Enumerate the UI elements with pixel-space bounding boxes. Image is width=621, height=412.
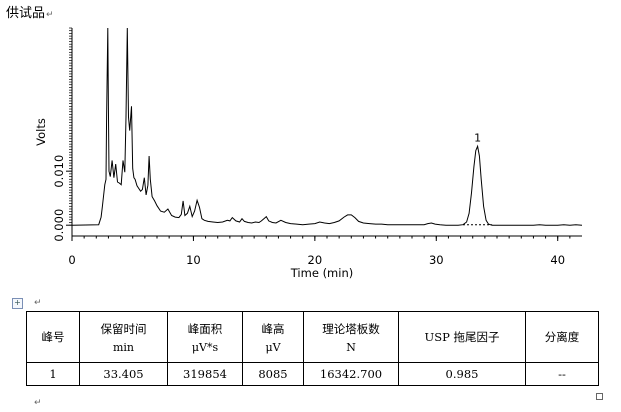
x-tick-labels: 0 10 20 30 40	[68, 236, 565, 267]
y-tick-label: 0.010	[52, 155, 66, 188]
y-axis-label: Volts	[34, 118, 48, 146]
peak-label: 1	[474, 131, 481, 144]
table-cell: 319854	[167, 362, 243, 386]
x-tick-label: 30	[429, 253, 444, 267]
x-tick-label: 20	[308, 253, 323, 267]
header-cell: 峰高 μV	[242, 311, 304, 363]
table-cell: 33.405	[79, 362, 168, 386]
x-minor-ticks	[83, 236, 571, 239]
header-cell: 峰面积 μV*s	[167, 311, 243, 363]
y-minor-ticks	[69, 27, 72, 226]
paragraph-mark: ↵	[34, 398, 42, 408]
table-resize-handle[interactable]	[596, 393, 603, 400]
paragraph-mark: ↵	[34, 298, 42, 308]
x-axis-label: Time (min)	[290, 266, 353, 280]
results-table: 峰号 保留时间 min 峰面积 μV*s 峰高 μV 理论塔板数 N USP 拖尾因子 …	[26, 311, 599, 386]
chromatogram-trace	[71, 27, 583, 226]
table-row: 1 33.405 319854 8085 16342.700 0.985 --	[26, 362, 599, 386]
y-tick-labels: 0.000 0.010	[52, 155, 72, 242]
chromatogram-chart: 0 10 20 30 40 0.000 0.010 1 Time (min) Volts	[34, 27, 583, 280]
y-tick-label: 0.000	[52, 209, 66, 242]
table-move-handle[interactable]: +	[12, 298, 23, 309]
header-cell: 理论塔板数 N	[303, 311, 399, 363]
table-cell: 1	[26, 362, 80, 386]
header-cell: 峰号	[26, 311, 80, 363]
x-tick-label: 40	[550, 253, 565, 267]
table-cell: --	[525, 362, 599, 386]
x-tick-label: 0	[68, 253, 75, 267]
table-cell: 0.985	[398, 362, 526, 386]
table-cell: 8085	[242, 362, 304, 386]
table-cell: 16342.700	[303, 362, 399, 386]
x-tick-label: 10	[186, 253, 201, 267]
header-cell: 分离度	[525, 311, 599, 363]
sample-title: 供试品↵	[6, 6, 54, 21]
header-cell: 保留时间 min	[79, 311, 168, 363]
header-cell: USP 拖尾因子	[398, 311, 526, 363]
table-header-row: 峰号 保留时间 min 峰面积 μV*s 峰高 μV 理论塔板数 N USP 拖尾因子 …	[26, 311, 599, 363]
